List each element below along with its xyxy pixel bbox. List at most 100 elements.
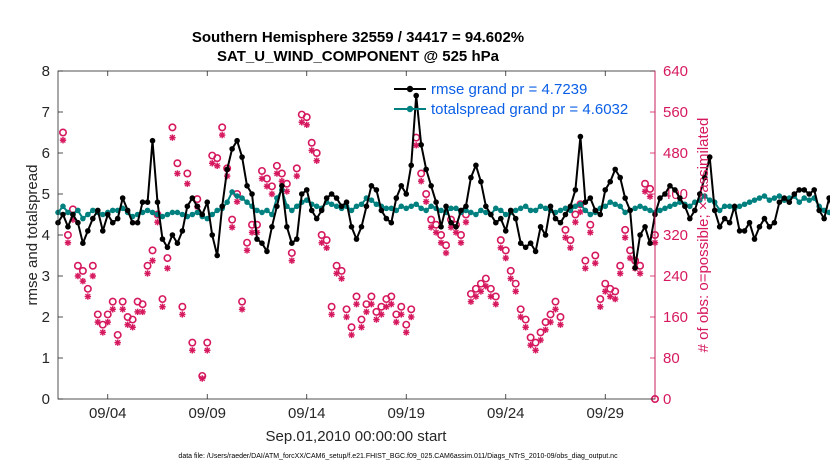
series-point-totalspread	[617, 203, 623, 210]
series-point-rmse	[204, 199, 211, 205]
series-point-rmse	[766, 224, 773, 230]
series-point-totalspread	[622, 209, 628, 216]
obs-assimilated-point	[393, 318, 400, 326]
obs-assimilated-point	[64, 239, 72, 246]
obs-assimilated-point	[333, 270, 340, 277]
obs-assimilated-point	[636, 270, 644, 277]
series-point-totalspread	[642, 205, 648, 212]
obs-assimilated-point	[348, 331, 355, 339]
series-point-rmse	[448, 219, 454, 226]
legend-label-totalspread: totalspread grand pr = 4.6032	[431, 101, 628, 118]
series-point-totalspread	[497, 207, 504, 214]
obs-possible-point	[616, 261, 625, 270]
obs-possible-point	[357, 315, 366, 324]
series-point-rmse	[423, 166, 429, 173]
obs-possible-point	[158, 295, 167, 304]
series-point-rmse	[796, 187, 803, 193]
series-point-totalspread	[746, 199, 753, 205]
series-point-totalspread	[796, 199, 803, 205]
plot-area	[58, 71, 655, 399]
obs-possible-point	[257, 166, 266, 175]
series-point-rmse	[124, 207, 131, 214]
series-point-totalspread	[478, 207, 484, 214]
y-tick-label-right: 160	[663, 309, 688, 326]
series-point-totalspread	[428, 203, 434, 210]
series-point-rmse	[403, 191, 410, 197]
obs-assimilated-point	[547, 318, 554, 326]
series-point-rmse	[632, 265, 638, 271]
series-point-totalspread	[468, 209, 474, 216]
obs-possible-point	[63, 231, 72, 240]
obs-assimilated-point	[587, 229, 594, 236]
series-point-rmse	[60, 211, 66, 218]
series-point-rmse	[164, 244, 171, 251]
obs-possible-point	[238, 297, 247, 306]
series-point-totalspread	[224, 199, 230, 205]
series-point-rmse	[672, 187, 678, 193]
series-point-rmse	[85, 228, 91, 234]
obs-possible-point	[496, 236, 505, 245]
obs-possible-point	[347, 323, 356, 332]
obs-assimilated-point	[602, 288, 609, 295]
series-point-rmse	[174, 240, 181, 246]
series-point-totalspread	[244, 199, 250, 205]
obs-assimilated-point	[567, 244, 574, 252]
obs-possible-point	[243, 238, 252, 247]
series-point-totalspread	[761, 193, 768, 199]
series-point-totalspread	[234, 193, 240, 199]
series-point-rmse	[811, 187, 817, 193]
obs-assimilated-point	[343, 313, 350, 321]
series-point-totalspread	[726, 203, 733, 210]
obs-possible-point	[402, 320, 411, 329]
series-point-rmse	[597, 211, 604, 218]
series-point-rmse	[453, 224, 459, 230]
series-point-totalspread	[159, 213, 166, 220]
obs-assimilated-point	[427, 224, 435, 231]
obs-possible-point	[397, 302, 406, 311]
obs-possible-point	[601, 279, 610, 288]
series-point-rmse	[119, 195, 126, 201]
x-tick-label: 09/14	[288, 405, 326, 422]
obs-possible-point	[173, 159, 182, 168]
series-point-totalspread	[403, 205, 410, 212]
series-point-rmse	[443, 203, 449, 210]
y-tick-label: 5	[42, 186, 50, 203]
obs-assimilated-point	[621, 234, 629, 241]
series-point-rmse	[731, 203, 738, 210]
series-point-rmse	[144, 199, 151, 205]
x-tick-label: 09/24	[487, 405, 525, 422]
series-point-rmse	[65, 224, 71, 230]
series-point-rmse	[279, 183, 285, 189]
series-point-totalspread	[736, 203, 743, 210]
series-lines	[55, 92, 830, 271]
series-point-rmse	[696, 191, 703, 197]
series-point-rmse	[298, 191, 305, 197]
series-point-rmse	[527, 240, 534, 246]
series-point-rmse	[756, 224, 763, 230]
obs-possible-point	[213, 154, 222, 163]
obs-possible-point	[103, 310, 112, 319]
series-point-totalspread	[607, 199, 614, 205]
obs-assimilated-point	[209, 160, 216, 167]
series-point-totalspread	[637, 203, 643, 210]
obs-possible-point	[272, 161, 281, 170]
series-point-rmse	[642, 224, 648, 230]
series-point-totalspread	[463, 207, 469, 214]
series-point-totalspread	[383, 205, 390, 212]
x-axis-label: Sep.01,2010 00:00:00 start	[266, 428, 448, 445]
series-point-rmse	[159, 236, 166, 242]
series-point-totalspread	[408, 203, 415, 210]
obs-assimilated-point	[363, 308, 370, 316]
obs-possible-point	[143, 261, 152, 270]
y-tick-label-right: 80	[663, 350, 680, 367]
series-point-rmse	[483, 203, 489, 210]
obs-assimilated-point	[487, 293, 495, 300]
obs-possible-point	[108, 297, 117, 306]
series-point-rmse	[199, 211, 206, 218]
obs-possible-point	[422, 190, 431, 199]
series-point-rmse	[458, 207, 464, 214]
obs-assimilated-point	[258, 175, 266, 182]
obs-assimilated-point	[164, 265, 171, 272]
obs-possible-point	[168, 123, 177, 132]
series-point-totalspread	[438, 207, 444, 214]
